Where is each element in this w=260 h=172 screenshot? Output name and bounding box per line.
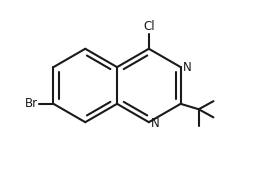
Text: N: N bbox=[151, 117, 160, 130]
Text: Br: Br bbox=[25, 97, 38, 110]
Text: Cl: Cl bbox=[143, 20, 155, 33]
Text: N: N bbox=[183, 61, 191, 74]
